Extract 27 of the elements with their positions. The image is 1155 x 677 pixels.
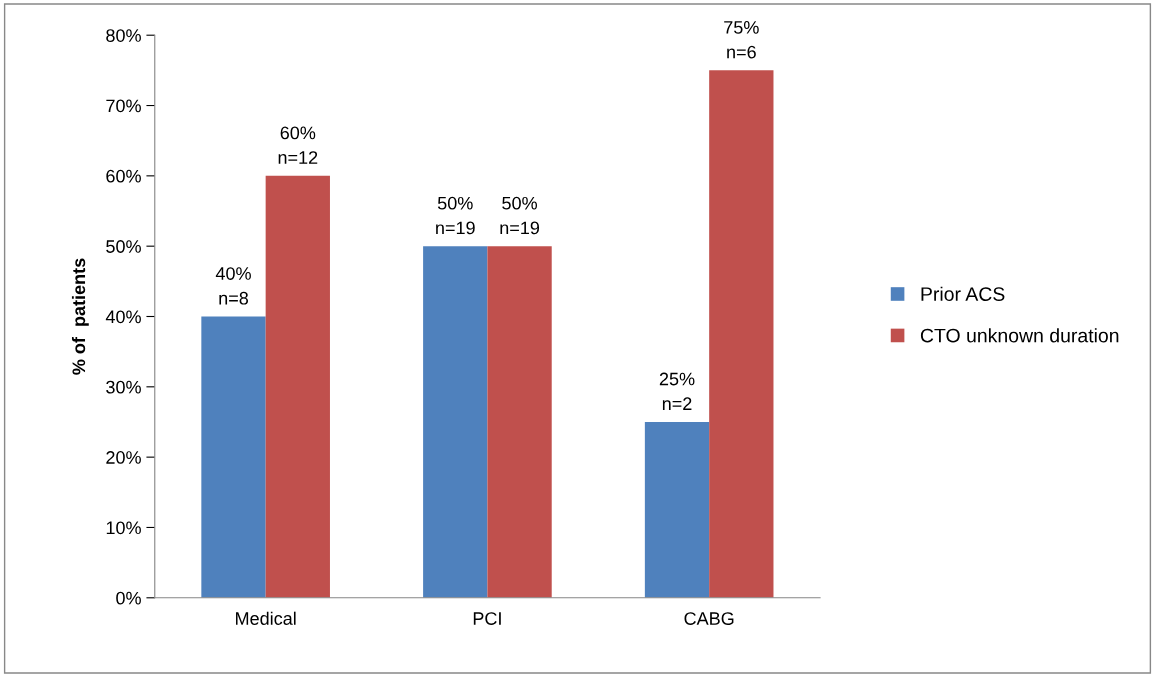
- y-tick-label: 0%: [116, 591, 141, 605]
- data-label: 60% n=12: [278, 126, 318, 164]
- x-tick-label: Medical: [236, 611, 296, 625]
- legend-label: CTO unknown duration: [920, 328, 1119, 343]
- data-label: 25% n=2: [659, 372, 695, 410]
- y-tick-label: 40%: [105, 310, 141, 324]
- bar: [644, 421, 710, 598]
- bar: [487, 246, 552, 598]
- x-tick-label: CABG: [684, 612, 734, 625]
- data-label: 50% n=19: [436, 196, 475, 235]
- data-label: 75% n=6: [724, 21, 759, 59]
- y-tick-label: 70%: [106, 99, 141, 113]
- data-label: 50% n=19: [500, 196, 540, 235]
- data-label: 40% n=8: [215, 267, 251, 305]
- y-tick-label: 60%: [106, 169, 141, 183]
- y-tick-label: 80%: [106, 29, 141, 42]
- bar: [423, 246, 488, 598]
- y-tick-label: 10%: [106, 521, 141, 535]
- x-tick-label: PCI: [473, 612, 501, 625]
- y-tick-label: 20%: [106, 451, 141, 464]
- y-tick-label: 50%: [106, 240, 141, 253]
- legend-label: Prior ACS: [921, 286, 1005, 301]
- bar: [201, 316, 266, 598]
- bar: [709, 70, 774, 598]
- y-tick-label: 30%: [106, 380, 141, 394]
- y-axis-title: % of patients: [71, 258, 89, 375]
- bar: [265, 175, 330, 598]
